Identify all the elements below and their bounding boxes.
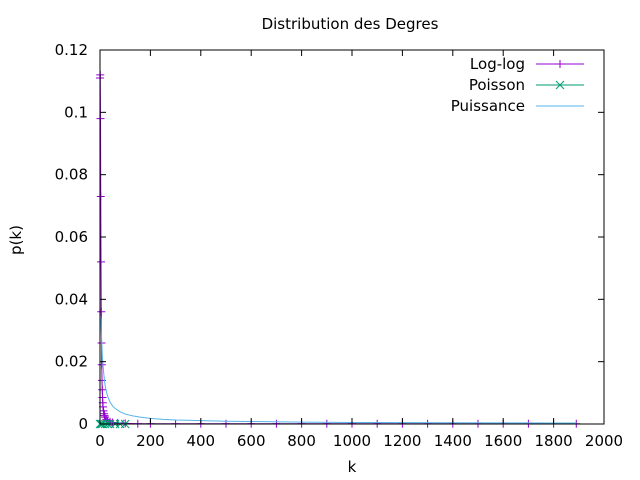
data-point	[108, 418, 117, 427]
series-log-log	[96, 70, 581, 428]
y-tick-label: 0.08	[55, 166, 88, 184]
legend-entry: Log-log	[470, 55, 584, 73]
x-tick-label: 2000	[585, 432, 623, 450]
y-tick-label: 0.02	[55, 353, 88, 371]
plot-frame	[99, 49, 605, 425]
legend-label: Log-log	[470, 55, 525, 73]
chart-title: Distribution des Degres	[262, 15, 439, 33]
x-tick-label: 1000	[333, 432, 371, 450]
data-point	[97, 307, 106, 316]
y-tick-label: 0	[78, 415, 88, 433]
series-line	[99, 74, 577, 425]
legend-label: Poisson	[469, 76, 525, 94]
x-tick-label: 1600	[484, 432, 522, 450]
x-axis-label: k	[348, 458, 357, 476]
x-tick-label: 400	[186, 432, 215, 450]
legend: Log-log Poisson Puissance	[451, 55, 584, 115]
legend-marker	[556, 60, 564, 68]
series-puissance	[100, 318, 577, 424]
y-tick-label: 0.06	[55, 228, 88, 246]
x-tick-label: 1400	[434, 432, 472, 450]
y-tick-label: 0.04	[55, 290, 88, 308]
y-axis-label: p(k)	[7, 225, 25, 255]
data-point	[96, 114, 105, 123]
series-layer	[95, 70, 581, 429]
ticks-layer: 0 200 400 600 800 1000 1200 1400 1600 1800 2000 0 0.…	[55, 41, 624, 450]
legend-entry: Poisson	[469, 76, 584, 94]
x-tick-label: 200	[136, 432, 165, 450]
data-point	[97, 257, 106, 266]
x-tick-label: 600	[237, 432, 266, 450]
data-point	[100, 409, 109, 418]
series-line	[100, 318, 577, 424]
y-tick-label: 0.12	[55, 41, 88, 59]
x-tick-label: 1800	[535, 432, 573, 450]
data-point	[100, 411, 109, 420]
x-tick-label: 800	[287, 432, 316, 450]
legend-entry: Puissance	[451, 97, 584, 115]
x-tick-label: 1200	[383, 432, 421, 450]
legend-label: Puissance	[451, 97, 525, 115]
x-tick-label: 0	[95, 432, 105, 450]
legend-marker	[555, 80, 565, 90]
data-point	[113, 419, 122, 428]
y-tick-label: 0.1	[64, 103, 88, 121]
data-point	[96, 192, 105, 201]
